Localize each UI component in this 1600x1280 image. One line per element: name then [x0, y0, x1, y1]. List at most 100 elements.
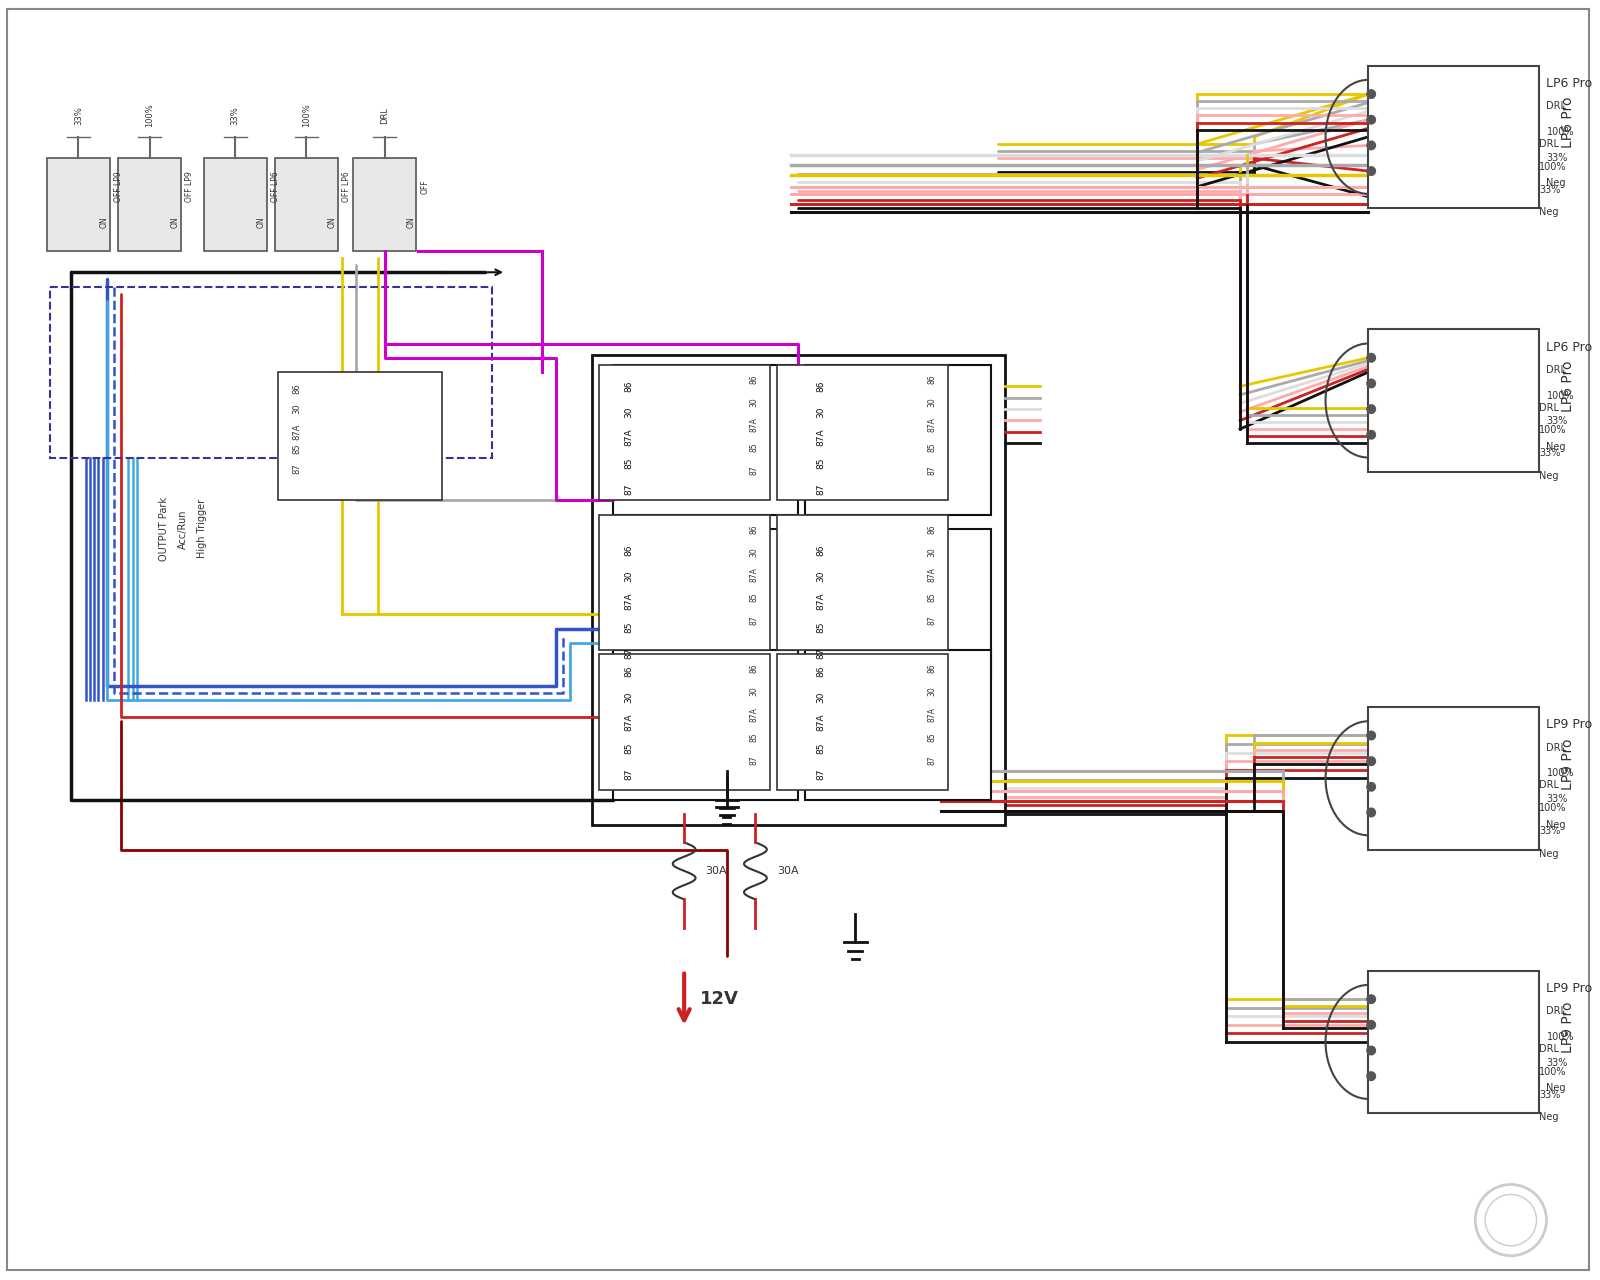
Circle shape	[1366, 731, 1376, 740]
Bar	[778, 654, 947, 790]
Text: DRL: DRL	[381, 108, 389, 124]
Text: 87: 87	[749, 466, 758, 475]
Text: Neg: Neg	[1539, 1112, 1558, 1123]
Circle shape	[1366, 756, 1376, 765]
Text: OUTPUT Park: OUTPUT Park	[158, 497, 170, 561]
Text: 87: 87	[749, 616, 758, 625]
Text: 87A: 87A	[624, 429, 634, 447]
Text: 86: 86	[816, 380, 826, 392]
Text: High Trigger: High Trigger	[197, 499, 208, 558]
Text: 100%: 100%	[1547, 390, 1574, 401]
Text: 30A: 30A	[706, 865, 726, 876]
Text: 85: 85	[749, 732, 758, 741]
Text: 86: 86	[624, 666, 634, 677]
Text: 33%: 33%	[1539, 1089, 1560, 1100]
Circle shape	[1366, 379, 1376, 388]
Text: 86: 86	[749, 664, 758, 673]
Text: 87A: 87A	[816, 593, 826, 611]
Text: 86: 86	[928, 374, 936, 384]
Text: 100%: 100%	[302, 104, 310, 127]
Text: ON: ON	[256, 216, 266, 228]
Bar	[778, 365, 947, 500]
Text: 86: 86	[816, 544, 826, 556]
Text: 87: 87	[928, 466, 936, 475]
Text: Neg: Neg	[1539, 471, 1558, 481]
Circle shape	[1366, 90, 1376, 99]
Circle shape	[1366, 1046, 1376, 1055]
Text: 85: 85	[749, 443, 758, 452]
Text: ON: ON	[328, 216, 338, 228]
Text: OFF: OFF	[421, 179, 429, 195]
Text: 87A: 87A	[928, 707, 936, 722]
Text: 33%: 33%	[1547, 794, 1568, 804]
Circle shape	[1366, 995, 1376, 1004]
Bar	[46, 159, 110, 251]
Text: DRL: DRL	[1539, 781, 1560, 790]
Text: 86: 86	[624, 380, 634, 392]
Text: 85: 85	[624, 457, 634, 468]
Text: 85: 85	[928, 593, 936, 602]
Text: LP6 Pro: LP6 Pro	[1560, 361, 1574, 412]
Text: 30: 30	[624, 570, 634, 581]
Text: 87A: 87A	[749, 707, 758, 722]
Text: 86: 86	[293, 384, 301, 394]
Text: LP9 Pro: LP9 Pro	[1560, 739, 1574, 790]
Text: 30: 30	[816, 691, 826, 703]
Bar	[778, 515, 947, 650]
Text: 87A: 87A	[816, 429, 826, 447]
Text: 33%: 33%	[74, 106, 83, 125]
Text: DRL: DRL	[1547, 365, 1566, 375]
Text: 100%: 100%	[1539, 161, 1566, 172]
Text: 87: 87	[928, 755, 936, 764]
Text: OFF LP9: OFF LP9	[186, 172, 194, 202]
Text: 100%: 100%	[1547, 1032, 1574, 1042]
Text: 33%: 33%	[1539, 184, 1560, 195]
Bar	[1368, 65, 1539, 209]
Text: 30: 30	[624, 691, 634, 703]
Circle shape	[1366, 166, 1376, 175]
Text: 100%: 100%	[1539, 425, 1566, 435]
Text: 85: 85	[624, 621, 634, 632]
Text: 30: 30	[293, 403, 301, 413]
Text: 100%: 100%	[146, 104, 154, 127]
Circle shape	[1366, 782, 1376, 791]
Text: ON: ON	[406, 216, 416, 228]
Text: 87A: 87A	[293, 424, 301, 440]
Text: 33%: 33%	[1547, 416, 1568, 426]
Text: Neg: Neg	[1539, 849, 1558, 859]
Bar	[1368, 707, 1539, 850]
Circle shape	[1366, 808, 1376, 817]
Text: 33%: 33%	[1539, 826, 1560, 836]
Text: 87A: 87A	[749, 417, 758, 433]
Bar	[278, 372, 442, 500]
Text: 30: 30	[928, 547, 936, 557]
Text: 100%: 100%	[1539, 1066, 1566, 1076]
Text: DRL: DRL	[1539, 1044, 1560, 1053]
Text: 85: 85	[624, 742, 634, 754]
Text: DRL: DRL	[1539, 140, 1560, 148]
Circle shape	[1366, 1020, 1376, 1029]
Text: 86: 86	[928, 524, 936, 534]
Circle shape	[1366, 353, 1376, 362]
Text: 100%: 100%	[1547, 127, 1574, 137]
Text: 30: 30	[749, 686, 758, 696]
Bar	[275, 159, 338, 251]
Text: 30: 30	[816, 406, 826, 417]
Text: 87A: 87A	[928, 417, 936, 433]
Bar	[805, 650, 990, 800]
Text: 30: 30	[749, 547, 758, 557]
Text: 30A: 30A	[778, 865, 798, 876]
Text: LP6 Pro: LP6 Pro	[1547, 77, 1592, 90]
Bar	[613, 365, 798, 515]
Text: 30: 30	[816, 570, 826, 581]
Bar	[613, 529, 798, 678]
Text: Acc/Run: Acc/Run	[178, 509, 187, 549]
Text: DRL: DRL	[1547, 742, 1566, 753]
Text: Neg: Neg	[1539, 207, 1558, 218]
Text: LP6 Pro: LP6 Pro	[1547, 340, 1592, 353]
Text: 86: 86	[816, 666, 826, 677]
Bar	[598, 365, 770, 500]
Text: Neg: Neg	[1547, 178, 1566, 188]
Text: OFF LP6: OFF LP6	[342, 172, 350, 202]
Text: ON: ON	[99, 216, 109, 228]
